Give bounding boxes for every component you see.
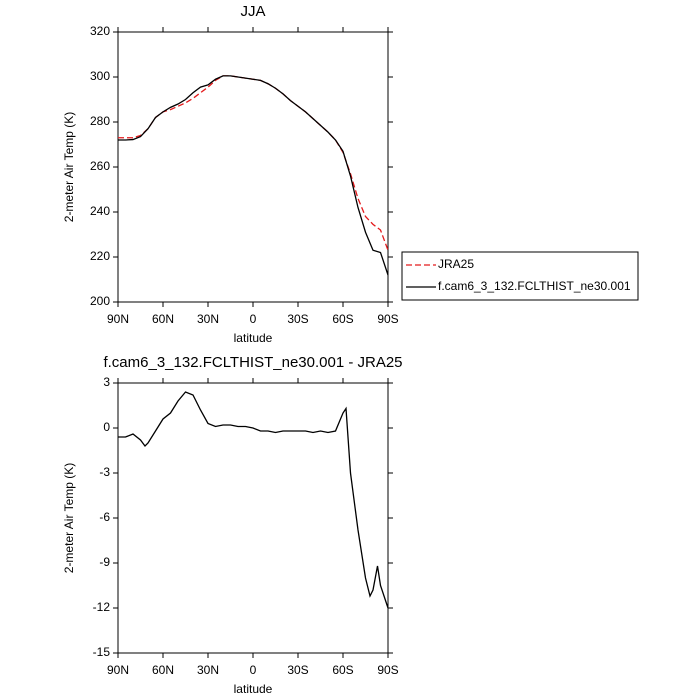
x-axis-label: latitude — [234, 331, 273, 345]
y-tick-label: -15 — [93, 645, 111, 659]
x-tick-label: 60S — [332, 312, 353, 326]
x-tick-label: 30N — [197, 312, 219, 326]
y-axis-label: 2-meter Air Temp (K) — [62, 463, 76, 573]
y-tick-label: -3 — [99, 465, 110, 479]
series-line — [118, 75, 389, 251]
y-tick-label: 240 — [90, 204, 110, 218]
x-tick-label: 90S — [377, 663, 398, 677]
x-tick-label: 90N — [107, 663, 129, 677]
x-tick-label: 90N — [107, 312, 129, 326]
legend-box — [401, 251, 639, 301]
y-tick-label: 0 — [103, 420, 110, 434]
x-tick-label: 60N — [152, 663, 174, 677]
y-tick-label: 220 — [90, 249, 110, 263]
x-tick-label: 30S — [287, 663, 308, 677]
y-tick-label: 280 — [90, 114, 110, 128]
chart-title: JJA — [240, 3, 265, 20]
y-tick-label: 200 — [90, 294, 110, 308]
x-axis-label: latitude — [234, 682, 273, 696]
y-tick-label: 300 — [90, 69, 110, 83]
x-tick-label: 0 — [250, 312, 257, 326]
legend-label: f.cam6_3_132.FCLTHIST_ne30.001 — [438, 279, 631, 293]
legend-label: JRA25 — [438, 257, 474, 271]
x-tick-label: 0 — [250, 663, 257, 677]
y-tick-label: 320 — [90, 24, 110, 38]
x-tick-label: 90S — [377, 312, 398, 326]
y-axis-label: 2-meter Air Temp (K) — [62, 112, 76, 222]
x-tick-label: 60S — [332, 663, 353, 677]
series-line — [118, 391, 389, 609]
x-tick-label: 30S — [287, 312, 308, 326]
y-tick-label: -9 — [99, 555, 110, 569]
y-tick-label: 3 — [103, 375, 110, 389]
y-tick-label: 260 — [90, 159, 110, 173]
y-tick-label: -6 — [99, 510, 110, 524]
series-line — [118, 75, 389, 276]
chart-title: f.cam6_3_132.FCLTHIST_ne30.001 - JRA25 — [103, 354, 402, 371]
y-tick-label: -12 — [93, 600, 111, 614]
x-tick-label: 30N — [197, 663, 219, 677]
x-tick-label: 60N — [152, 312, 174, 326]
